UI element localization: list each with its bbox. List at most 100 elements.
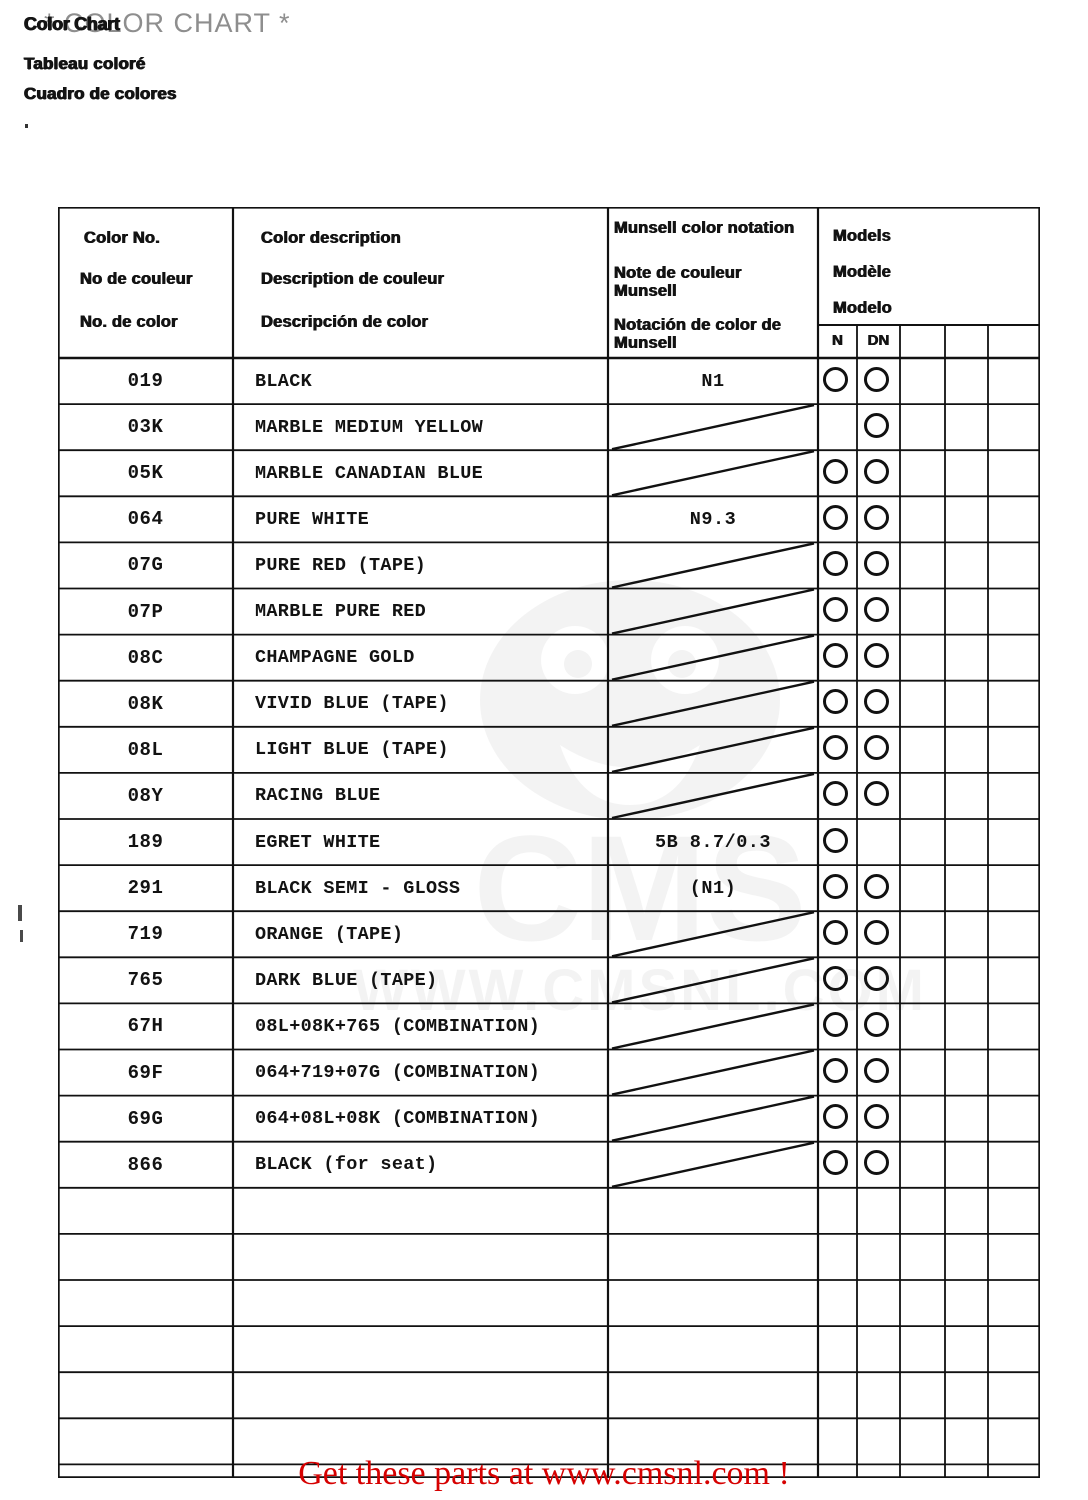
header-models-en: Models — [833, 227, 892, 245]
cell-description-0: BLACK — [255, 370, 313, 392]
cell-color-no-14: 67H — [127, 1015, 164, 1038]
cell-description-17: BLACK (for seat) — [255, 1154, 438, 1176]
cell-description-8: LIGHT BLUE (TAPE) — [255, 739, 449, 761]
model-subcolumn-dn: DN — [867, 332, 890, 349]
cell-munsell-16 — [608, 1096, 818, 1142]
cell-color-no-1: 03K — [127, 416, 164, 439]
cell-color-no-16: 69G — [127, 1107, 164, 1130]
model-mark-dn-row-12 — [864, 919, 889, 945]
cell-munsell-20 — [608, 1280, 818, 1326]
cell-munsell-5 — [608, 589, 818, 635]
model-mark-dn-row-8 — [864, 735, 889, 761]
cell-munsell-1 — [608, 404, 818, 450]
cell-description-3: PURE WHITE — [255, 508, 370, 530]
model-mark-n-row-3 — [823, 504, 848, 530]
model-mark-n-row-14 — [823, 1011, 848, 1037]
model-mark-dn-row-15 — [864, 1058, 889, 1084]
model-mark-dn-row-5 — [864, 597, 889, 623]
cell-munsell-21 — [608, 1326, 818, 1372]
header-color-no-es: No. de color — [80, 313, 178, 331]
cell-description-13: DARK BLUE (TAPE) — [255, 969, 438, 991]
promo-text: Get these parts at www.cmsnl.com ! — [298, 1455, 790, 1492]
model-mark-dn-row-14 — [864, 1011, 889, 1037]
cell-color-no-9: 08Y — [127, 784, 164, 807]
header-munsell-fr: Note de couleur Munsell — [614, 264, 742, 300]
overlay-title: * COLOR CHART * — [44, 8, 291, 38]
cell-color-no-2: 05K — [127, 462, 164, 485]
cell-description-11: BLACK SEMI - GLOSS — [255, 877, 461, 899]
model-mark-n-row-9 — [823, 781, 848, 807]
scan-edge-mark-2 — [20, 930, 23, 942]
cell-color-no-10: 189 — [127, 831, 164, 854]
cell-description-21 — [233, 1326, 608, 1372]
cell-munsell-4 — [608, 542, 818, 588]
cell-munsell-22 — [608, 1372, 818, 1418]
cell-munsell-19 — [608, 1234, 818, 1280]
cell-munsell-14 — [608, 1003, 818, 1049]
cell-color-no-11: 291 — [127, 877, 164, 900]
title-spanish: Cuadro de colores — [24, 84, 177, 103]
cell-description-20 — [233, 1280, 608, 1326]
model-mark-n-row-5 — [823, 597, 848, 623]
cell-color-no-13: 765 — [127, 969, 164, 992]
header-description-en: Color description — [261, 229, 401, 247]
cell-munsell-9 — [608, 773, 818, 819]
cell-description-2: MARBLE CANADIAN BLUE — [255, 462, 484, 484]
model-mark-dn-row-7 — [864, 689, 889, 715]
cell-color-no-18 — [58, 1188, 233, 1234]
model-mark-n-row-8 — [823, 735, 848, 761]
model-mark-n-row-11 — [823, 873, 848, 899]
header-munsell-es: Notación de color de Munsell — [614, 316, 782, 352]
cell-description-1: MARBLE MEDIUM YELLOW — [255, 416, 484, 438]
cell-munsell-7 — [608, 681, 818, 727]
cell-description-4: PURE RED (TAPE) — [255, 554, 427, 576]
model-mark-dn-row-1 — [864, 412, 889, 438]
header-models-fr: Modèle — [833, 263, 892, 281]
cell-munsell-12 — [608, 911, 818, 957]
cell-munsell-0: N1 — [701, 370, 725, 392]
cell-description-7: VIVID BLUE (TAPE) — [255, 693, 449, 715]
cell-description-12: ORANGE (TAPE) — [255, 923, 404, 945]
cell-color-no-3: 064 — [127, 508, 164, 531]
model-mark-dn-row-13 — [864, 965, 889, 991]
model-mark-dn-row-4 — [864, 550, 889, 576]
cell-munsell-11: (N1) — [689, 877, 737, 899]
cell-description-9: RACING BLUE — [255, 785, 381, 807]
cell-color-no-17: 866 — [127, 1153, 164, 1176]
model-subcolumn-n: N — [832, 332, 843, 349]
cell-color-no-12: 719 — [127, 923, 164, 946]
model-mark-dn-row-3 — [864, 504, 889, 530]
cell-description-6: CHAMPAGNE GOLD — [255, 647, 415, 669]
cell-color-no-20 — [58, 1280, 233, 1326]
cell-munsell-13 — [608, 957, 818, 1003]
model-mark-n-row-10 — [823, 827, 848, 853]
cell-munsell-6 — [608, 635, 818, 681]
cell-description-18 — [233, 1188, 608, 1234]
cell-munsell-15 — [608, 1050, 818, 1096]
cell-description-5: MARBLE PURE RED — [255, 601, 427, 623]
model-mark-dn-row-0 — [864, 366, 889, 392]
cell-color-no-23 — [58, 1418, 233, 1464]
header-description-fr: Description de couleur — [261, 270, 445, 288]
cell-description-15: 064+719+07G (COMBINATION) — [255, 1062, 541, 1084]
cell-munsell-18 — [608, 1188, 818, 1234]
model-mark-n-row-0 — [823, 366, 848, 392]
model-mark-dn-row-17 — [864, 1150, 889, 1176]
cell-color-no-15: 69F — [127, 1061, 164, 1084]
cell-color-no-5: 07P — [127, 600, 164, 623]
scan-edge-mark-1 — [18, 905, 22, 921]
model-mark-n-row-7 — [823, 689, 848, 715]
page-header: * COLOR CHART * Color Chart Tableau colo… — [0, 0, 1088, 180]
model-mark-n-row-13 — [823, 965, 848, 991]
header-color-no-fr: No de couleur — [80, 270, 193, 288]
table-grid — [58, 207, 1040, 1478]
cell-color-no-6: 08C — [127, 646, 164, 669]
cell-color-no-0: 019 — [127, 370, 164, 393]
color-chart-table: Color No. No de couleur No. de color Col… — [58, 207, 1040, 1478]
model-mark-dn-row-16 — [864, 1104, 889, 1130]
cell-description-16: 064+08L+08K (COMBINATION) — [255, 1108, 541, 1130]
cell-description-14: 08L+08K+765 (COMBINATION) — [255, 1015, 541, 1037]
cell-munsell-17 — [608, 1142, 818, 1188]
cell-description-19 — [233, 1234, 608, 1280]
model-mark-n-row-15 — [823, 1058, 848, 1084]
